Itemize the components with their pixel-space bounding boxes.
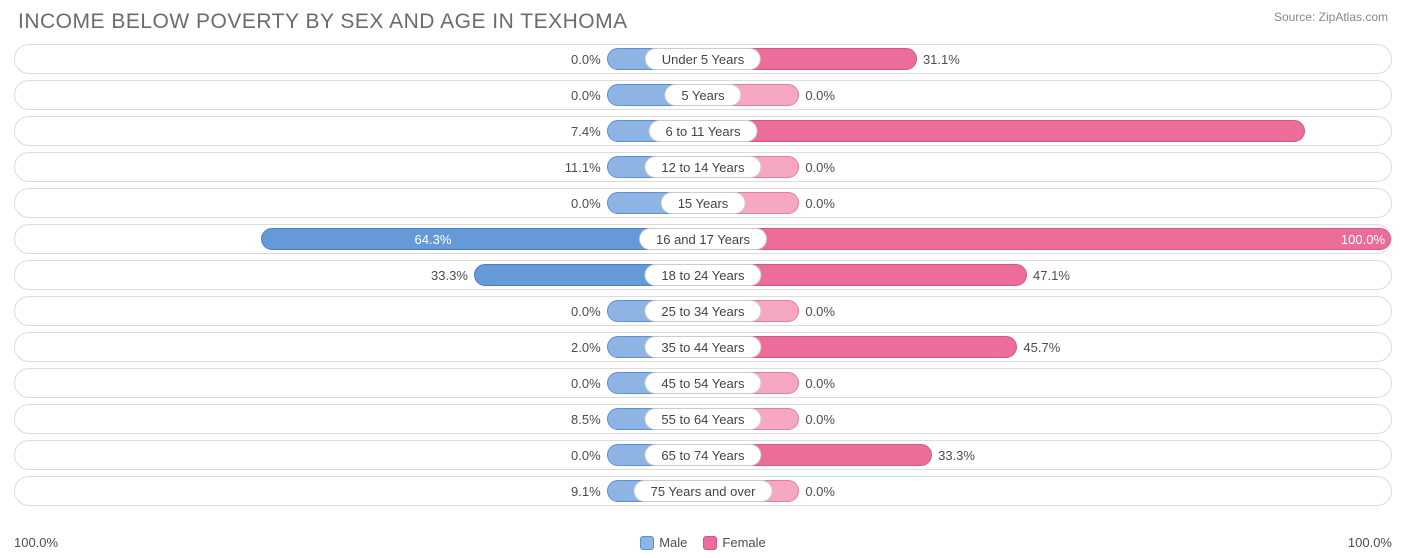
- category-pill: 6 to 11 Years: [649, 120, 758, 142]
- female-value-label: 0.0%: [799, 405, 835, 433]
- male-value-label: 0.0%: [571, 441, 607, 469]
- female-value-label: 0.0%: [799, 81, 835, 109]
- female-value-label: 87.5%: [789, 117, 1385, 145]
- chart-source: Source: ZipAtlas.com: [1274, 10, 1388, 24]
- male-value-label: 11.1%: [565, 153, 607, 181]
- chart-header: INCOME BELOW POVERTY BY SEX AND AGE IN T…: [0, 0, 1406, 40]
- chart-row: 0.0% 0.0% 15 Years: [14, 188, 1392, 218]
- category-pill: 35 to 44 Years: [644, 336, 761, 358]
- legend: Male Female: [640, 535, 766, 550]
- category-pill: 75 Years and over: [634, 480, 773, 502]
- male-value-label: 0.0%: [571, 189, 607, 217]
- chart-row: 7.4% 87.5% 6 to 11 Years: [14, 116, 1392, 146]
- axis-max-right: 100.0%: [1348, 535, 1392, 550]
- male-value-label: 33.3%: [431, 261, 474, 289]
- male-value-label: 0.0%: [571, 81, 607, 109]
- female-value-label: 0.0%: [799, 369, 835, 397]
- female-value-label: 45.7%: [1017, 333, 1060, 361]
- male-value-label: 9.1%: [571, 477, 607, 505]
- female-value-label: 0.0%: [799, 297, 835, 325]
- axis-max-left: 100.0%: [14, 535, 58, 550]
- category-pill: 45 to 54 Years: [644, 372, 761, 394]
- chart-row: 33.3% 47.1% 18 to 24 Years: [14, 260, 1392, 290]
- category-pill: 55 to 64 Years: [644, 408, 761, 430]
- category-pill: 16 and 17 Years: [639, 228, 767, 250]
- category-pill: Under 5 Years: [645, 48, 761, 70]
- chart-row: 0.0% 0.0% 45 to 54 Years: [14, 368, 1392, 398]
- female-value-label: 0.0%: [799, 153, 835, 181]
- category-pill: 15 Years: [661, 192, 746, 214]
- male-value-label: 0.0%: [571, 297, 607, 325]
- legend-swatch-female: [703, 536, 717, 550]
- male-value-label: 7.4%: [571, 117, 607, 145]
- chart-row: 0.0% 31.1% Under 5 Years: [14, 44, 1392, 74]
- chart-row: 11.1% 0.0% 12 to 14 Years: [14, 152, 1392, 182]
- male-value-label: 64.3%: [21, 225, 457, 253]
- category-pill: 12 to 14 Years: [644, 156, 761, 178]
- female-value-label: 33.3%: [932, 441, 975, 469]
- category-pill: 18 to 24 Years: [644, 264, 761, 286]
- female-value-label: 100.0%: [703, 225, 1385, 253]
- chart-footer: 100.0% Male Female 100.0%: [14, 535, 1392, 550]
- female-value-label: 0.0%: [799, 189, 835, 217]
- chart-row: 0.0% 0.0% 5 Years: [14, 80, 1392, 110]
- legend-item-male: Male: [640, 535, 687, 550]
- chart-row: 2.0% 45.7% 35 to 44 Years: [14, 332, 1392, 362]
- chart-row: 9.1% 0.0% 75 Years and over: [14, 476, 1392, 506]
- male-value-label: 2.0%: [571, 333, 607, 361]
- male-value-label: 8.5%: [571, 405, 607, 433]
- chart-row: 64.3% 100.0%16 and 17 Years: [14, 224, 1392, 254]
- chart-area: 0.0% 31.1% Under 5 Years 0.0% 0.0% 5 Years 7.4…: [0, 40, 1406, 506]
- chart-row: 8.5% 0.0% 55 to 64 Years: [14, 404, 1392, 434]
- chart-row: 0.0% 33.3% 65 to 74 Years: [14, 440, 1392, 470]
- male-value-label: 0.0%: [571, 369, 607, 397]
- legend-label-male: Male: [659, 535, 687, 550]
- legend-item-female: Female: [703, 535, 765, 550]
- category-pill: 65 to 74 Years: [644, 444, 761, 466]
- chart-row: 0.0% 0.0% 25 to 34 Years: [14, 296, 1392, 326]
- female-value-label: 0.0%: [799, 477, 835, 505]
- male-value-label: 0.0%: [571, 45, 607, 73]
- legend-swatch-male: [640, 536, 654, 550]
- female-value-label: 31.1%: [917, 45, 960, 73]
- legend-label-female: Female: [722, 535, 765, 550]
- chart-title: INCOME BELOW POVERTY BY SEX AND AGE IN T…: [18, 10, 628, 34]
- female-value-label: 47.1%: [1027, 261, 1070, 289]
- category-pill: 25 to 34 Years: [644, 300, 761, 322]
- category-pill: 5 Years: [664, 84, 741, 106]
